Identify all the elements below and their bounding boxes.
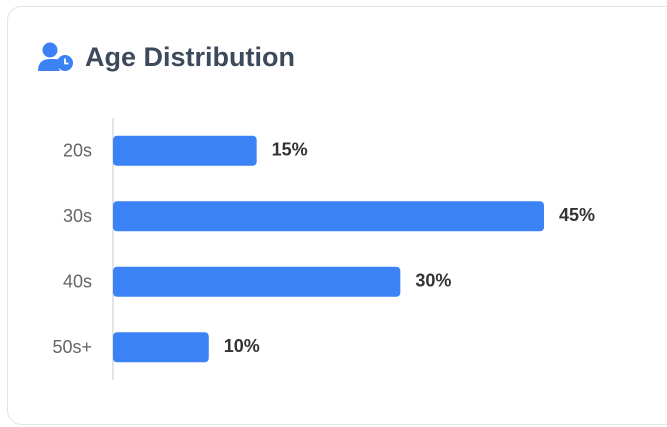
category-label: 50s+ — [52, 337, 92, 357]
bar — [113, 201, 544, 232]
value-label: 10% — [224, 336, 260, 356]
title-icon — [38, 42, 73, 71]
value-label: 45% — [559, 205, 595, 225]
bar — [113, 135, 257, 166]
value-label: 30% — [415, 271, 451, 291]
bar — [113, 332, 209, 363]
category-label: 30s — [63, 206, 92, 226]
value-label: 15% — [272, 140, 308, 160]
category-label: 20s — [63, 141, 92, 161]
category-label: 40s — [63, 272, 92, 292]
bar — [113, 266, 401, 297]
chart-title: Age Distribution — [85, 42, 295, 72]
